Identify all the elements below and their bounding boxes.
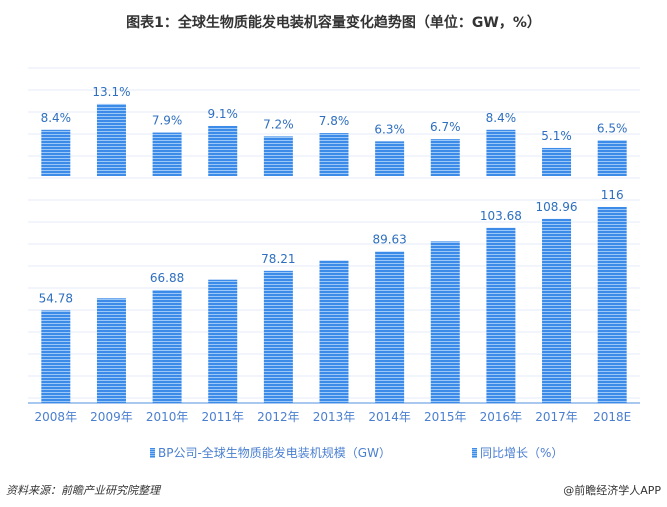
brand-credit: @前瞻经济学人APP (563, 484, 661, 497)
capacity-bar (208, 279, 238, 403)
growth-bar (375, 141, 405, 176)
growth-bar (152, 132, 182, 176)
growth-data-label: 9.1% (207, 107, 238, 121)
capacity-data-label: 66.88 (150, 271, 184, 285)
x-tick-label: 2014年 (368, 410, 411, 424)
growth-data-label: 6.3% (374, 122, 405, 136)
x-tick-label: 2015年 (424, 410, 467, 424)
growth-data-label: 7.9% (152, 114, 183, 128)
growth-bar (96, 103, 126, 176)
chart-title: 图表1：全球生物质能发电装机容量变化趋势图（单位：GW，%） (126, 15, 541, 31)
capacity-bar (375, 251, 405, 403)
growth-data-label: 5.1% (541, 129, 572, 143)
capacity-data-label: 103.68 (480, 209, 522, 223)
growth-bar (430, 139, 460, 176)
x-tick-label: 2009年 (90, 410, 133, 424)
capacity-bar (41, 310, 71, 403)
capacity-bar (263, 270, 293, 403)
x-tick-label: 2008年 (35, 410, 78, 424)
legend-label: BP公司-全球生物质能发电装机规模（GW） (158, 446, 391, 460)
capacity-bar (96, 298, 126, 403)
growth-data-label: 6.5% (597, 121, 628, 135)
growth-bar (597, 140, 627, 176)
capacity-bar (152, 289, 182, 403)
x-tick-label: 2013年 (313, 410, 356, 424)
growth-bar (208, 125, 238, 176)
legend-swatch (150, 448, 155, 458)
capacity-bar (486, 227, 516, 403)
growth-data-label: 7.8% (319, 114, 350, 128)
growth-data-label: 6.7% (430, 120, 461, 134)
bar-chart: 54.78 8.4% 2008年 13.1% 2009年 66.88 7.9% 2010年 9.… (28, 67, 640, 424)
x-tick-label: 2012年 (257, 410, 300, 424)
source-note: 资料来源：前瞻产业研究院整理 (6, 484, 160, 497)
legend-item-growth: 同比增长（%） (472, 444, 563, 461)
legend-item-capacity: BP公司-全球生物质能发电装机规模（GW） (150, 444, 391, 461)
growth-data-label: 13.1% (92, 85, 130, 99)
legend-swatch (472, 448, 477, 458)
capacity-data-label: 54.78 (39, 291, 73, 305)
x-tick-label: 2011年 (201, 410, 244, 424)
capacity-bar (542, 218, 572, 403)
growth-data-label: 7.2% (263, 117, 294, 131)
legend-label: 同比增长（%） (480, 446, 564, 460)
growth-data-label: 8.4% (486, 111, 517, 125)
growth-data-label: 8.4% (41, 111, 72, 125)
x-tick-label: 2010年 (146, 410, 189, 424)
capacity-bar (430, 241, 460, 403)
x-tick-label: 2016年 (480, 410, 523, 424)
growth-bar (41, 129, 71, 176)
growth-bar (263, 136, 293, 176)
growth-bar (486, 129, 516, 176)
growth-bar (319, 133, 349, 176)
capacity-data-label: 108.96 (536, 200, 578, 214)
capacity-bar (319, 260, 349, 403)
capacity-data-label: 116 (601, 188, 624, 202)
capacity-bar (597, 206, 627, 403)
x-tick-label: 2018E (593, 410, 631, 424)
growth-bar (542, 147, 572, 176)
x-tick-label: 2017年 (535, 410, 578, 424)
capacity-data-label: 78.21 (261, 252, 295, 266)
capacity-data-label: 89.63 (372, 233, 406, 247)
